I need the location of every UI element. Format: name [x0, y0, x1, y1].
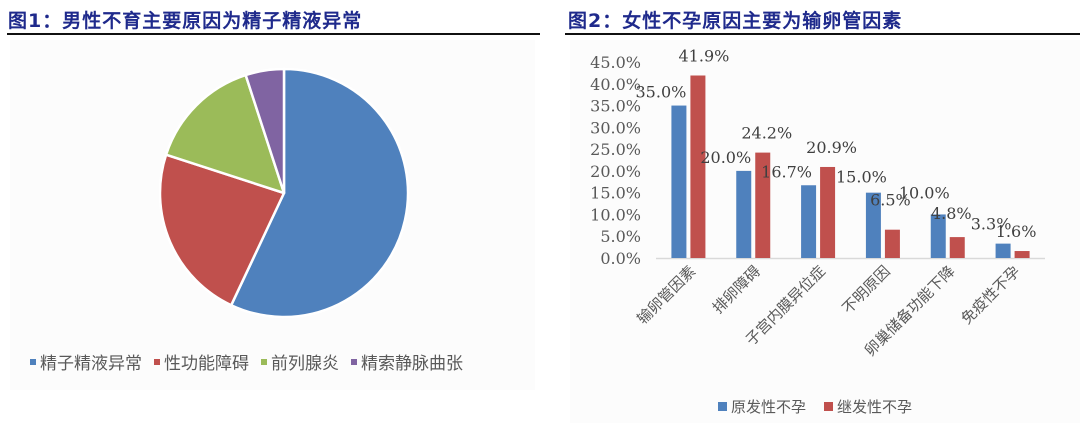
y-tick-label: 15.0% [590, 184, 641, 203]
y-tick-label: 25.0% [590, 140, 641, 159]
figure-2-title: 图2：女性不孕原因主要为输卵管因素 [568, 10, 903, 32]
legend-label: 性功能障碍 [164, 354, 249, 374]
data-label: 41.9% [679, 47, 730, 66]
legend-swatch [718, 402, 727, 411]
y-tick-label: 45.0% [590, 53, 641, 72]
x-tick-label: 输卵管因素 [633, 262, 699, 328]
pie-slice [158, 153, 286, 307]
figure-1-title: 图1：男性不育主要原因为精子精液异常 [8, 10, 363, 32]
figure-2-title-rule [565, 33, 1080, 35]
bar [671, 105, 687, 258]
figure-2-panel: 图2：女性不孕原因主要为输卵管因素 0.0% 5.0% 10.0% 15.0% 20.0… [540, 0, 1080, 423]
bar [930, 214, 946, 258]
pie-chart [158, 67, 410, 319]
bar [865, 192, 881, 258]
y-tick-label: 0.0% [600, 249, 641, 268]
data-label: 20.0% [700, 148, 751, 167]
x-tick-label: 免疫性不孕 [958, 262, 1024, 328]
legend-item: 原发性不孕 [718, 396, 806, 417]
bar [690, 75, 706, 258]
data-label: 3.3% [971, 215, 1012, 234]
legend-label: 继发性不孕 [837, 398, 913, 416]
legend-swatch [261, 358, 267, 365]
bar [949, 237, 965, 258]
legend-item: 性功能障碍 [154, 349, 249, 374]
data-label: 20.9% [806, 138, 857, 157]
figure-1-panel: 图1：男性不育主要原因为精子精液异常 精子精液异常 性功能障碍 前列腺炎 精索静脉曲张 [7, 10, 540, 374]
legend-item: 精子精液异常 [30, 349, 142, 374]
legend-swatch [154, 358, 160, 365]
pie-legend: 精子精液异常 性功能障碍 前列腺炎 精索静脉曲张 [30, 349, 463, 374]
bar [995, 243, 1011, 258]
data-label: 15.0% [836, 168, 887, 187]
data-label: 1.6% [996, 222, 1037, 241]
pie-slice [229, 67, 410, 319]
pie-slice [244, 67, 286, 195]
data-label: 35.0% [636, 83, 687, 102]
legend-label: 精索静脉曲张 [361, 354, 463, 374]
y-tick-label: 40.0% [590, 75, 641, 94]
x-tick-label: 排卵障碍 [709, 262, 764, 317]
y-tick-label: 35.0% [590, 97, 641, 116]
data-label: 6.5% [870, 191, 911, 210]
data-label: 10.0% [899, 183, 950, 202]
bar [801, 185, 817, 258]
x-tick-label: 不明原因 [839, 262, 894, 317]
bar [820, 166, 836, 258]
bar [755, 152, 771, 258]
legend-item: 精索静脉曲张 [351, 349, 463, 374]
data-label: 4.8% [931, 204, 972, 223]
y-tick-label: 10.0% [590, 205, 641, 224]
y-tick-label: 20.0% [590, 162, 641, 181]
legend-item: 前列腺炎 [261, 349, 339, 374]
bar [736, 170, 752, 258]
legend-swatch [824, 402, 834, 411]
legend-label: 前列腺炎 [271, 354, 339, 374]
bar [1014, 251, 1030, 258]
bar [884, 229, 900, 258]
bar-chart: 0.0%5.0%10.0%15.0%20.0%25.0%30.0%35.0%40… [590, 47, 1045, 360]
legend-swatch [351, 358, 357, 365]
legend-label: 精子精液异常 [40, 354, 142, 374]
y-tick-label: 30.0% [590, 118, 641, 137]
legend-item: 继发性不孕 [824, 396, 912, 417]
bar-legend: 原发性不孕 继发性不孕 [718, 396, 912, 417]
data-label: 16.7% [761, 162, 812, 181]
data-label: 24.2% [741, 124, 792, 143]
y-tick-label: 5.0% [600, 227, 641, 246]
legend-label: 原发性不孕 [731, 398, 807, 416]
figure-1-title-rule [7, 33, 540, 35]
legend-swatch [30, 358, 36, 365]
